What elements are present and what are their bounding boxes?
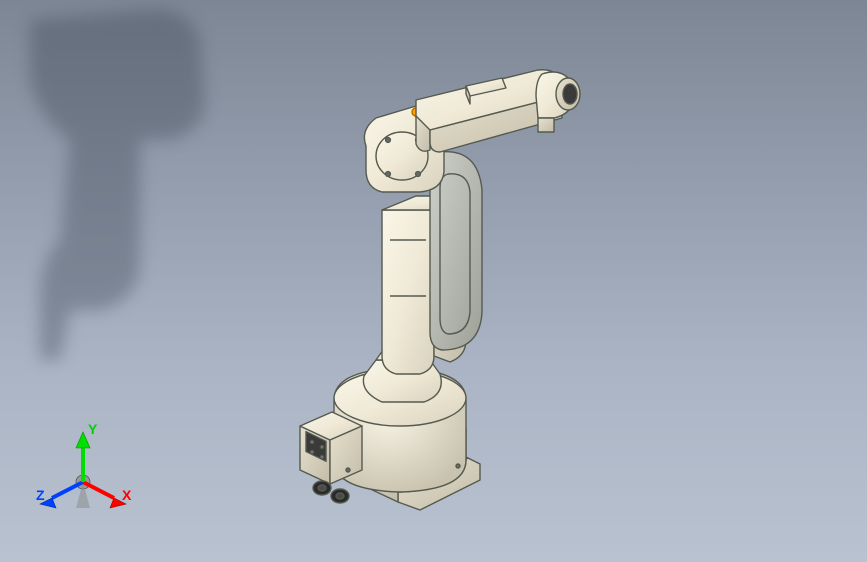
robot-arm-model[interactable] [270, 40, 590, 520]
triad-x-label: X [122, 487, 132, 503]
triad-x-axis [83, 482, 126, 508]
wrist-assembly [536, 72, 580, 132]
triad-y-axis [76, 432, 90, 482]
model-shadow [0, 0, 230, 365]
base-screw-2 [456, 464, 460, 468]
triad-y-label: Y [88, 421, 98, 437]
j2-screw-1 [386, 138, 391, 143]
view-triad[interactable]: Z X Y [28, 422, 138, 532]
base-screw-1 [346, 468, 350, 472]
cad-viewport[interactable]: Z X Y [0, 0, 867, 562]
lower-arm-left [382, 210, 434, 374]
j2-screw-3 [386, 172, 391, 177]
connector-panel [300, 412, 362, 503]
triad-z-axis [40, 482, 83, 508]
j2-screw-4 [416, 172, 421, 177]
triad-z-label: Z [36, 487, 45, 503]
